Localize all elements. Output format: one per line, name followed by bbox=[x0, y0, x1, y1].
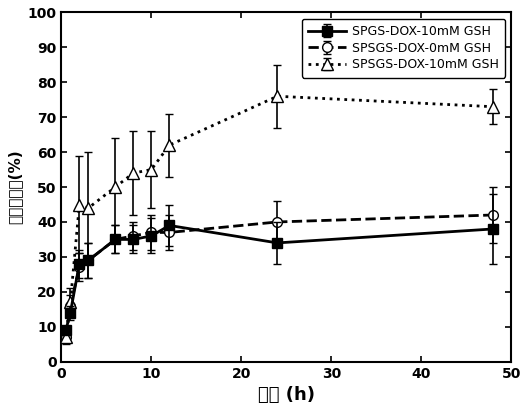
Legend: SPGS-DOX-10mM GSH, SPSGS-DOX-0mM GSH, SPSGS-DOX-10mM GSH: SPGS-DOX-10mM GSH, SPSGS-DOX-0mM GSH, SP… bbox=[302, 18, 505, 78]
X-axis label: 时间 (h): 时间 (h) bbox=[258, 386, 315, 404]
Y-axis label: 累积释放量(%): 累积释放量(%) bbox=[7, 150, 22, 224]
